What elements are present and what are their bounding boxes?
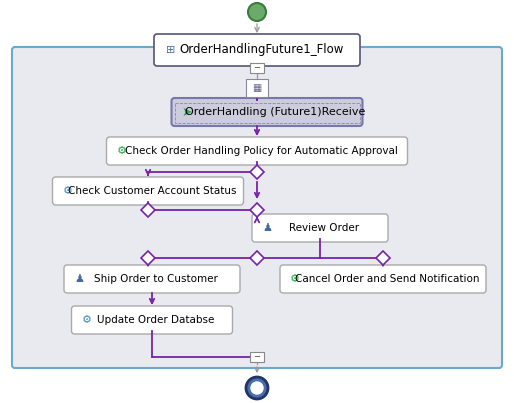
FancyBboxPatch shape	[252, 214, 388, 242]
Text: ⚙: ⚙	[82, 315, 91, 325]
FancyBboxPatch shape	[154, 34, 360, 66]
Text: Check Customer Account Status: Check Customer Account Status	[68, 186, 236, 196]
Text: OrderHandling (Future1)Receive: OrderHandling (Future1)Receive	[185, 107, 365, 117]
Text: ⚙: ⚙	[63, 186, 72, 196]
Text: ⚙: ⚙	[290, 274, 300, 284]
Text: OrderHandlingFuture1_Flow: OrderHandlingFuture1_Flow	[180, 44, 344, 56]
FancyBboxPatch shape	[71, 306, 232, 334]
Text: Review Order: Review Order	[289, 223, 359, 233]
FancyBboxPatch shape	[280, 265, 486, 293]
Polygon shape	[250, 165, 264, 179]
Bar	[246, 79, 268, 97]
Text: ♟: ♟	[262, 223, 272, 233]
Bar	[250, 352, 264, 362]
Text: Check Order Handling Policy for Automatic Approval: Check Order Handling Policy for Automati…	[124, 146, 397, 156]
Polygon shape	[141, 203, 155, 217]
Text: Cancel Order and Send Notification: Cancel Order and Send Notification	[295, 274, 479, 284]
Circle shape	[248, 3, 266, 21]
Text: Ship Order to Customer: Ship Order to Customer	[94, 274, 218, 284]
FancyBboxPatch shape	[52, 177, 244, 205]
Circle shape	[246, 377, 268, 399]
FancyBboxPatch shape	[106, 137, 408, 165]
Bar	[175, 103, 360, 123]
FancyBboxPatch shape	[172, 98, 362, 126]
Text: ➤: ➤	[181, 106, 192, 118]
Polygon shape	[141, 251, 155, 265]
Bar	[250, 63, 264, 73]
Polygon shape	[250, 251, 264, 265]
Text: ▦: ▦	[252, 83, 262, 93]
Text: −: −	[253, 353, 261, 361]
FancyBboxPatch shape	[12, 47, 502, 368]
Circle shape	[251, 382, 263, 394]
Text: ⚙: ⚙	[117, 146, 126, 156]
Text: ♟: ♟	[74, 274, 84, 284]
Text: −: −	[253, 64, 261, 73]
Polygon shape	[250, 203, 264, 217]
Polygon shape	[376, 251, 390, 265]
FancyBboxPatch shape	[64, 265, 240, 293]
Text: ⊞: ⊞	[167, 45, 176, 55]
Text: Update Order Databse: Update Order Databse	[97, 315, 215, 325]
